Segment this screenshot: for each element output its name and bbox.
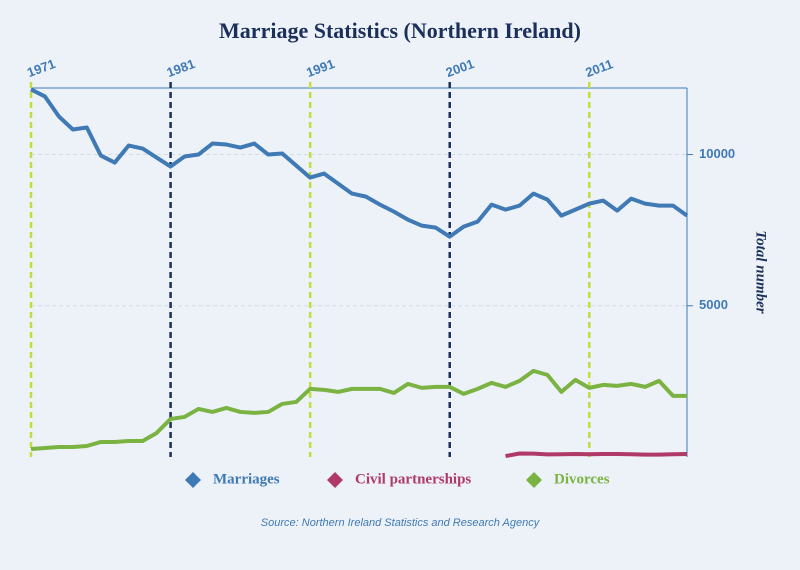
series-line <box>30 87 689 239</box>
series-line <box>30 368 687 451</box>
y-axis-label: Total number <box>753 230 769 313</box>
legend-label: Divorces <box>554 471 610 487</box>
legend-marker <box>327 472 343 488</box>
source: Source: Northern Ireland Statistics and … <box>261 517 541 529</box>
legend-marker <box>185 472 201 488</box>
y-tick-label: 10000 <box>699 146 735 161</box>
y-tick-label: 5000 <box>699 297 728 312</box>
chart-title: Marriage Statistics (Northern Ireland) <box>219 18 581 43</box>
series-line <box>505 451 688 459</box>
legend-label: Marriages <box>213 471 280 487</box>
legend-marker <box>526 472 542 488</box>
legend-label: Civil partnerships <box>355 471 471 487</box>
